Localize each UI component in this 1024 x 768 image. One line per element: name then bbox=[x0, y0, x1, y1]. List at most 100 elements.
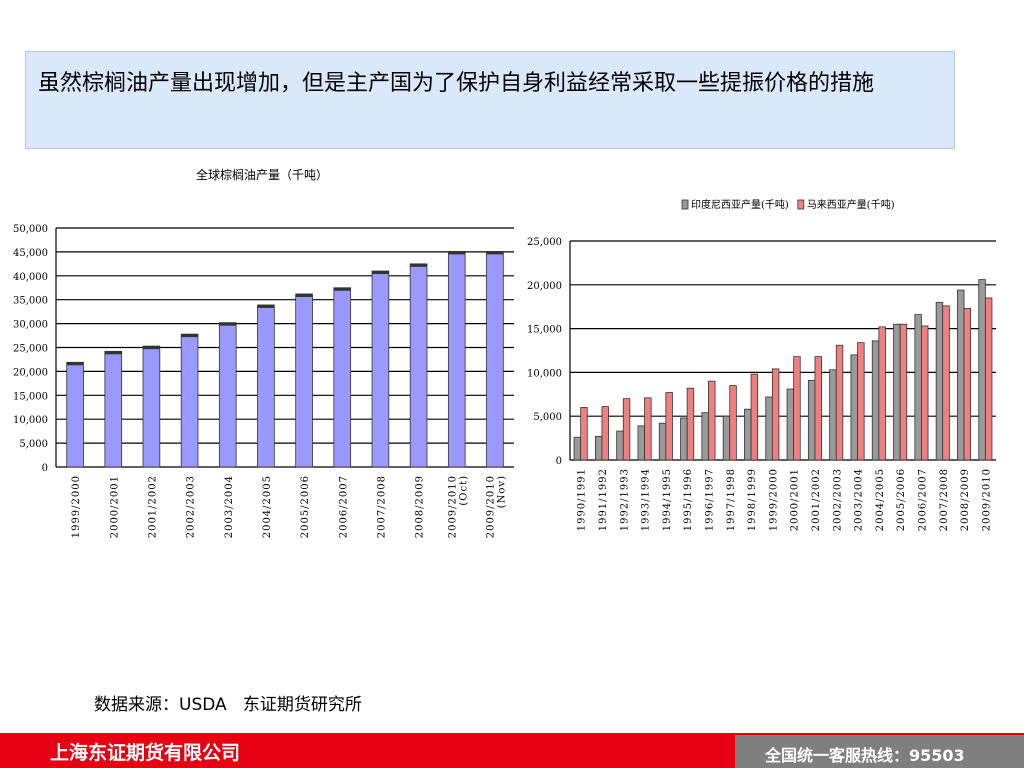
bar bbox=[850, 354, 858, 461]
x-tick-text: 2007/2008 bbox=[939, 468, 950, 531]
bar-cap bbox=[66, 362, 84, 366]
x-tick-label: 2009/2010 bbox=[981, 468, 992, 531]
x-tick-text: 1999/2000 bbox=[768, 468, 779, 531]
x-tick-text: 2002/2003 bbox=[832, 468, 843, 531]
x-tick-label: 2008/2009 bbox=[960, 468, 971, 531]
bar bbox=[371, 270, 390, 468]
bar bbox=[814, 356, 822, 461]
x-tick-text: 2006/2007 bbox=[917, 468, 928, 531]
bar bbox=[729, 385, 737, 461]
x-tick-label: 2003/2004 bbox=[854, 468, 865, 531]
bar bbox=[878, 326, 886, 461]
y-tick-label: 10,000 bbox=[527, 368, 562, 379]
y-tick-label: 0 bbox=[556, 456, 562, 467]
y-tick-label: 15,000 bbox=[527, 325, 562, 336]
bar bbox=[942, 305, 950, 461]
bar bbox=[771, 368, 780, 461]
y-tick-label: 20,000 bbox=[527, 281, 562, 292]
bar bbox=[914, 314, 922, 461]
x-tick-text: 2008/2009 bbox=[960, 468, 971, 531]
x-tick-text: 2003/2004 bbox=[224, 475, 235, 538]
x-tick-text: 1990/1991 bbox=[577, 468, 588, 531]
bar bbox=[680, 417, 688, 461]
x-tick-label: 1990/1991 bbox=[577, 468, 588, 531]
x-tick-text: 2009/2010 bbox=[485, 475, 496, 538]
y-tick-label: 0 bbox=[42, 463, 48, 474]
x-tick-label: 2004/2005 bbox=[262, 475, 273, 538]
bar bbox=[871, 340, 880, 461]
bar-cap bbox=[257, 304, 275, 308]
y-tick-label: 25,000 bbox=[13, 344, 48, 355]
bar bbox=[744, 408, 752, 461]
x-tick-label: 2000/2001 bbox=[790, 468, 801, 531]
bar bbox=[447, 251, 466, 468]
x-tick-text: 1998/1999 bbox=[747, 468, 758, 531]
bar-cap bbox=[486, 251, 504, 255]
bar bbox=[333, 287, 352, 468]
bar-cap bbox=[104, 351, 122, 355]
bar bbox=[829, 369, 837, 461]
bar bbox=[486, 251, 504, 468]
x-tick-label: 2007/2008 bbox=[939, 468, 950, 531]
x-tick-text: 1997/1998 bbox=[726, 468, 737, 531]
indonesia-malaysia-chart: 0 5,000 10,000 15,000 20,000 25,000 1990/1991 1… bbox=[527, 198, 996, 531]
headline-banner: 虽然棕榈油产量出现增加，但是主产国为了保护自身利益经常采取一些提振价格的措施 bbox=[25, 51, 955, 149]
bar-cap bbox=[143, 346, 160, 350]
x-tick-label: 2006/2007 bbox=[338, 475, 349, 538]
chart-title: 全球棕榈油产量（千吨） bbox=[196, 167, 328, 182]
bar bbox=[957, 289, 965, 461]
x-tick-text: 2000/2001 bbox=[790, 468, 801, 531]
x-tick-label: 2009/2010 (Nov) bbox=[485, 475, 507, 538]
x-tick-text: 2004/2005 bbox=[875, 468, 886, 531]
x-tick-text: 2001/2002 bbox=[811, 468, 822, 531]
bar-cap bbox=[333, 287, 351, 291]
bar bbox=[594, 435, 603, 461]
legend-label: 印度尼西亚产量(千吨) bbox=[691, 198, 789, 211]
x-tick-text: 1995/1996 bbox=[683, 468, 694, 531]
x-tick-text: 2005/2006 bbox=[896, 468, 907, 531]
footer-hotline-box: 全国统一客服热线：95503 bbox=[735, 735, 1024, 768]
bar bbox=[180, 333, 199, 468]
footer-hotline: 全国统一客服热线：95503 bbox=[765, 746, 965, 765]
x-tick-label: 1995/1996 bbox=[683, 468, 694, 531]
x-tick-label: 2005/2006 bbox=[300, 475, 311, 538]
bar bbox=[786, 388, 795, 461]
x-tick-text: 2005/2006 bbox=[300, 475, 311, 538]
headline-text: 虽然棕榈油产量出现增加，但是主产国为了保护自身利益经常采取一些提振价格的措施 bbox=[38, 71, 875, 96]
bar-cap bbox=[448, 251, 466, 255]
legend-swatch bbox=[797, 199, 805, 210]
x-tick-text: (Oct) bbox=[458, 475, 469, 506]
y-tick-label: 45,000 bbox=[13, 248, 48, 259]
x-tick-label: 2005/2006 bbox=[896, 468, 907, 531]
x-tick-label: 2008/2009 bbox=[415, 475, 426, 538]
x-tick-label: 2002/2003 bbox=[186, 475, 197, 538]
x-tick-text: 1993/1994 bbox=[641, 468, 652, 531]
bar bbox=[142, 345, 161, 468]
global-palm-oil-chart: 全球棕榈油产量（千吨） 0 5,000 10,000 15,000 20,000 25,00… bbox=[13, 167, 514, 538]
bar bbox=[835, 344, 844, 461]
bar bbox=[899, 323, 908, 461]
x-tick-text: 2006/2007 bbox=[338, 475, 349, 538]
bar bbox=[857, 342, 865, 461]
bar bbox=[637, 425, 645, 461]
x-tick-text: 2007/2008 bbox=[376, 475, 387, 538]
x-tick-label: 1997/1998 bbox=[726, 468, 737, 531]
y-tick-label: 20,000 bbox=[13, 367, 48, 378]
bar bbox=[104, 350, 123, 468]
x-tick-text: 2008/2009 bbox=[415, 475, 426, 538]
x-tick-label: 1994/1995 bbox=[662, 468, 673, 531]
bar bbox=[978, 279, 986, 461]
y-tick-label: 5,000 bbox=[533, 412, 562, 423]
x-tick-label: 1996/1997 bbox=[704, 468, 715, 531]
bar bbox=[963, 308, 972, 461]
x-tick-label: 1993/1994 bbox=[641, 468, 652, 531]
x-tick-text: 1996/1997 bbox=[704, 468, 715, 531]
bar-cap bbox=[410, 263, 427, 267]
y-tick-label: 5,000 bbox=[19, 439, 48, 450]
y-tick-label: 15,000 bbox=[13, 391, 48, 402]
x-tick-text: 2009/2010 bbox=[447, 475, 458, 538]
y-tick-label: 10,000 bbox=[13, 415, 48, 426]
bar bbox=[218, 322, 237, 468]
bar bbox=[616, 430, 624, 461]
bar-cap bbox=[372, 271, 389, 275]
